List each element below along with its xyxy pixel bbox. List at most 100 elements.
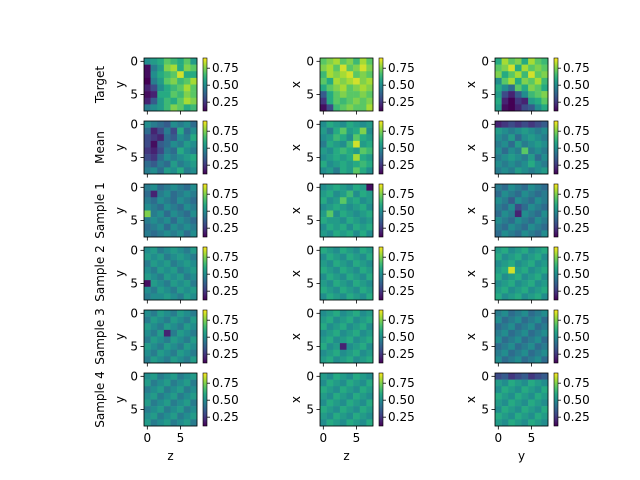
heatmap-cell [339, 349, 347, 357]
heatmap-cell [359, 329, 367, 337]
heatmap-cell [157, 406, 165, 414]
heatmap-cell [190, 77, 198, 85]
heatmap-cell [177, 64, 185, 72]
colorbar-tick-label: 0.50 [563, 78, 590, 92]
heatmap-cell [501, 217, 509, 225]
heatmap-cell [346, 134, 354, 142]
heatmap-cell [514, 399, 522, 407]
y-axis-label: x [289, 396, 303, 403]
heatmap-cell [359, 184, 367, 191]
heatmap-cell [346, 386, 354, 394]
colorbar-tick-label: 0.75 [212, 376, 239, 390]
heatmap-cell [326, 260, 334, 268]
heatmap-cell [495, 286, 502, 294]
heatmap-cell [514, 77, 522, 85]
heatmap-cell [177, 230, 185, 238]
heatmap-cell [353, 104, 361, 112]
heatmap-cell [541, 412, 549, 420]
heatmap-cell [541, 373, 549, 380]
heatmap-cell [514, 134, 522, 142]
colorbar-tick-label: 0.75 [388, 124, 415, 138]
heatmap-cell [501, 373, 509, 380]
heatmap-cell [346, 247, 354, 254]
heatmap-cell [163, 406, 171, 414]
heatmap-cell [534, 167, 542, 175]
heatmap-cell [534, 349, 542, 357]
heatmap-cell [326, 217, 334, 225]
heatmap-cell [157, 104, 165, 112]
colorbar-tick-label: 0.25 [212, 95, 239, 109]
heatmap-cell [521, 217, 529, 225]
heatmap-cell [501, 230, 509, 238]
heatmap-cell [150, 77, 158, 85]
heatmap-cell [183, 406, 191, 414]
heatmap-cell [177, 203, 185, 211]
y-tick-label: 0 [481, 243, 489, 257]
heatmap-cell [190, 247, 198, 254]
heatmap-cell [534, 273, 542, 281]
heatmap-cell [346, 121, 354, 128]
heatmap-cell [366, 91, 374, 99]
heatmap-cell [144, 266, 151, 274]
heatmap-cell [177, 412, 185, 420]
heatmap-cell [534, 406, 542, 414]
heatmap-cell [326, 184, 334, 191]
heatmap-cell [170, 399, 178, 407]
heatmap-cell [534, 140, 542, 148]
y-tick-label: 0 [306, 117, 314, 131]
heatmap-cell [359, 91, 367, 99]
heatmap-cell [333, 223, 341, 231]
heatmap-cell [320, 399, 327, 407]
heatmap-cell [326, 121, 334, 128]
heatmap-cell [346, 97, 354, 105]
heatmap-cell [144, 379, 151, 387]
heatmap-cell [144, 316, 151, 324]
heatmap-cell [150, 217, 158, 225]
heatmap-cell [144, 247, 151, 254]
heatmap-cell [144, 349, 151, 357]
y-axis-label: y [113, 270, 127, 277]
heatmap-cell [528, 121, 536, 128]
heatmap-cell [183, 386, 191, 394]
heatmap-cell [183, 190, 191, 198]
heatmap-cell [514, 71, 522, 79]
heatmap-cell [326, 190, 334, 198]
heatmap-cell [157, 419, 165, 427]
heatmap-cell [190, 399, 198, 407]
heatmap-cell [359, 286, 367, 294]
heatmap-cell [150, 273, 158, 281]
heatmap-cell [514, 329, 522, 337]
heatmap-cell [163, 412, 171, 420]
colorbar-tick-label: 0.50 [212, 267, 239, 281]
heatmap-cell [495, 310, 502, 317]
heatmap-cell [508, 230, 516, 238]
heatmap-cell [144, 230, 151, 238]
heatmap-cell [339, 154, 347, 162]
heatmap-cell [508, 91, 516, 99]
heatmap-cell [177, 97, 185, 105]
heatmap-cell [326, 64, 334, 72]
heatmap-cell [150, 210, 158, 218]
heatmap-cell [528, 336, 536, 344]
heatmap-cell [346, 349, 354, 357]
heatmap-cell [514, 184, 522, 191]
heatmap-cell [501, 293, 509, 301]
heatmap-cell [183, 210, 191, 218]
heatmap-cell [359, 336, 367, 344]
heatmap-cell [326, 386, 334, 394]
heatmap-cell [346, 280, 354, 288]
heatmap-cell [339, 253, 347, 261]
heatmap-cell [521, 323, 529, 331]
heatmap-cell [326, 147, 334, 155]
heatmap-cell [366, 184, 374, 191]
heatmap-cell [177, 184, 185, 191]
y-tick-label: 5 [306, 213, 314, 227]
y-axis-label: y [113, 396, 127, 403]
heatmap-cell [339, 217, 347, 225]
heatmap-cell [320, 58, 327, 65]
heatmap-cell [183, 160, 191, 168]
heatmap-cell [366, 286, 374, 294]
heatmap-cell [150, 230, 158, 238]
heatmap-cell [508, 316, 516, 324]
heatmap-cell [541, 217, 549, 225]
